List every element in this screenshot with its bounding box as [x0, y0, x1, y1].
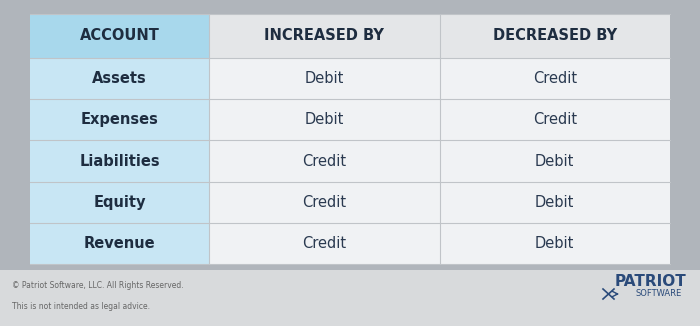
Bar	[30, 14, 670, 264]
Text: Credit: Credit	[533, 71, 577, 86]
Bar	[209, 223, 440, 264]
Text: © Patriot Software, LLC. All Rights Reserved.: © Patriot Software, LLC. All Rights Rese…	[12, 281, 183, 290]
Bar	[209, 58, 440, 99]
Text: Equity: Equity	[93, 195, 146, 210]
Bar	[30, 182, 209, 223]
Text: DECREASED BY: DECREASED BY	[493, 28, 617, 43]
Bar	[209, 141, 440, 182]
Text: Debit: Debit	[535, 236, 575, 251]
Text: Expenses: Expenses	[80, 112, 158, 127]
Text: Credit: Credit	[302, 236, 346, 251]
Text: Debit: Debit	[304, 112, 344, 127]
Bar	[30, 141, 209, 182]
Text: Liabilities: Liabilities	[79, 154, 160, 169]
Bar	[209, 99, 440, 141]
Text: Credit: Credit	[302, 154, 346, 169]
Text: Revenue: Revenue	[84, 236, 155, 251]
Text: Debit: Debit	[535, 154, 575, 169]
Bar	[440, 99, 670, 141]
Text: Credit: Credit	[302, 195, 346, 210]
Bar	[440, 182, 670, 223]
Bar	[30, 99, 209, 141]
Text: INCREASED BY: INCREASED BY	[265, 28, 384, 43]
Text: ACCOUNT: ACCOUNT	[80, 28, 160, 43]
Bar	[440, 223, 670, 264]
Text: PATRIOT: PATRIOT	[615, 274, 687, 289]
Text: Credit: Credit	[533, 112, 577, 127]
Text: Assets: Assets	[92, 71, 147, 86]
Bar	[440, 58, 670, 99]
Bar	[440, 141, 670, 182]
Text: This is not intended as legal advice.: This is not intended as legal advice.	[12, 302, 150, 311]
Bar	[209, 182, 440, 223]
Bar	[30, 223, 209, 264]
Bar	[440, 14, 670, 58]
Bar	[209, 14, 440, 58]
Bar	[30, 14, 209, 58]
Text: Debit: Debit	[535, 195, 575, 210]
Bar	[30, 58, 209, 99]
Text: SOFTWARE: SOFTWARE	[635, 289, 681, 299]
Text: Debit: Debit	[304, 71, 344, 86]
Bar	[0, 270, 700, 326]
